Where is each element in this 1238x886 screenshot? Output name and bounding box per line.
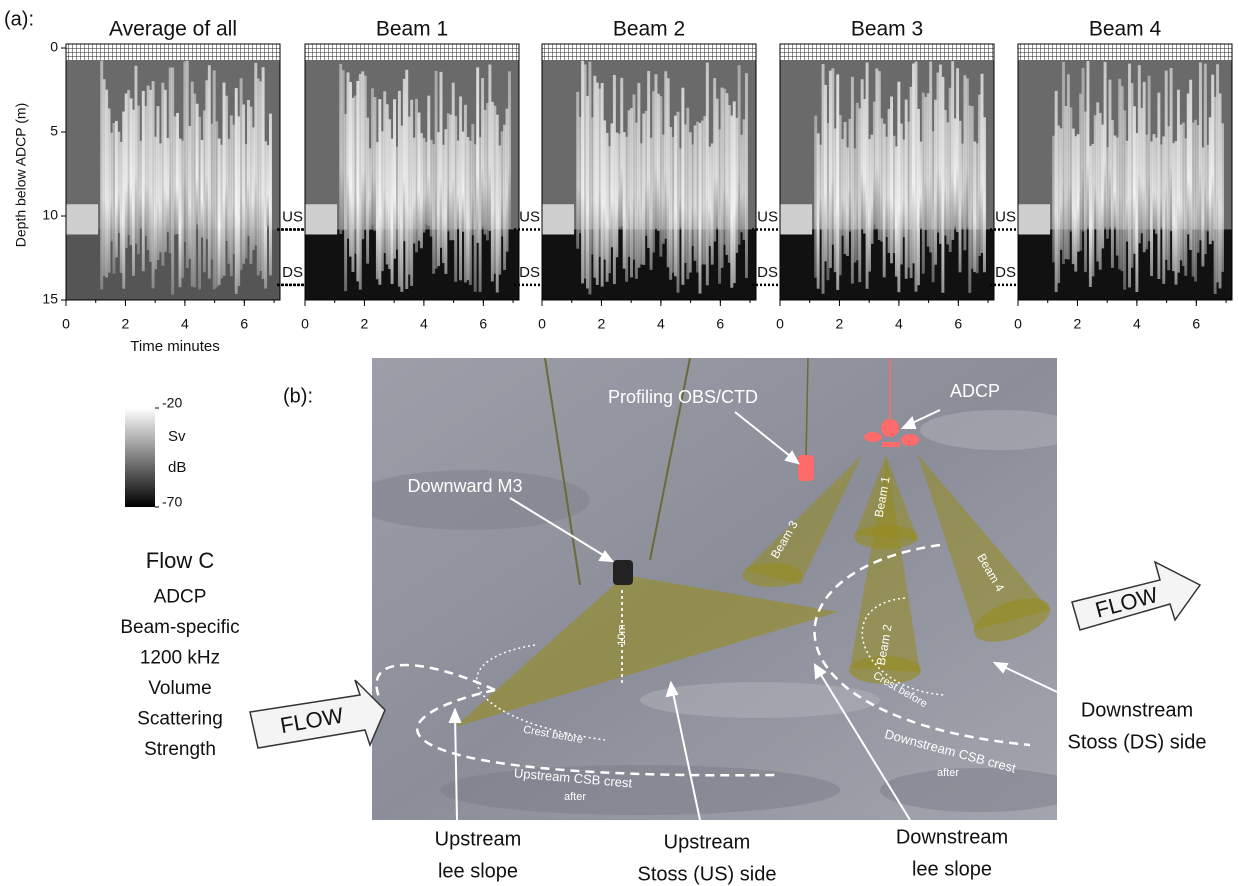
caption-line: 1200 kHz: [140, 648, 220, 669]
y-tick-label: 0: [50, 39, 58, 55]
region-label: Upstream: [664, 831, 751, 853]
panel-title: Beam 4: [1089, 18, 1162, 41]
colorbar-unit: Sv: [168, 428, 186, 445]
marker-label: DS: [282, 264, 303, 281]
label: ADCP: [950, 381, 1000, 401]
x-tick-label: 0: [62, 316, 70, 332]
y-tick-label: 10: [42, 207, 58, 223]
y-tick-label: 15: [42, 291, 58, 307]
region-label: Stoss (DS) side: [1068, 731, 1207, 753]
panel-title: Beam 1: [376, 18, 448, 41]
region-label: Downstream: [896, 826, 1008, 848]
x-tick-label: 2: [361, 316, 369, 332]
marker-label: DS: [995, 264, 1016, 281]
echogram-plume: [269, 114, 272, 276]
crest-label: after: [564, 791, 586, 803]
caption-line: Volume: [148, 678, 211, 699]
x-axis-label: Time minutes: [130, 338, 219, 355]
caption-line: Strength: [144, 739, 216, 760]
figure: (a): Depth below ADCP (m) Time minutes S…: [0, 0, 1238, 886]
x-tick-label: 0: [301, 316, 309, 332]
region-label: Stoss (US) side: [638, 863, 777, 885]
x-tick-label: 4: [420, 316, 428, 332]
x-tick-label: 6: [954, 316, 962, 332]
echogram-early: [780, 204, 812, 234]
panel-title: Beam 3: [851, 18, 923, 41]
surface-hatch: [780, 44, 994, 60]
range-label: 10m: [616, 624, 628, 645]
x-tick-label: 6: [240, 316, 248, 332]
x-tick-label: 4: [181, 316, 189, 332]
x-tick-label: 2: [598, 316, 606, 332]
region-label: lee slope: [438, 860, 518, 882]
label: Profiling OBS/CTD: [608, 387, 758, 407]
surface-hatch: [66, 44, 280, 60]
x-tick-label: 2: [122, 316, 130, 332]
marker-label: DS: [757, 264, 778, 281]
marker-label: US: [757, 208, 778, 225]
surface-hatch: [542, 44, 756, 60]
x-tick-label: 4: [657, 316, 665, 332]
echogram-plume: [1221, 123, 1224, 272]
panel-label: (a):: [4, 8, 34, 30]
x-tick-label: 6: [1192, 316, 1200, 332]
colorbar-unit: dB: [168, 459, 186, 476]
x-tick-label: 6: [479, 316, 487, 332]
echogram-bottom: [780, 229, 994, 300]
crest-label: after: [937, 767, 959, 779]
marker-label: US: [519, 208, 540, 225]
echogram-early: [542, 204, 574, 234]
echogram-plume: [983, 117, 986, 272]
x-tick-label: 0: [538, 316, 546, 332]
colorbar-tick-label: -20: [162, 395, 182, 411]
surface-hatch: [305, 44, 519, 60]
x-tick-label: 0: [776, 316, 784, 332]
x-tick-label: 0: [1014, 316, 1022, 332]
caption: Flow C ADCP Beam-specific 1200 kHz Volume Sca…: [120, 548, 239, 760]
echogram-plume: [745, 73, 748, 278]
region-label: Downstream: [1081, 699, 1193, 721]
x-tick-label: 6: [716, 316, 724, 332]
panel-title: Average of all: [109, 18, 237, 41]
caption-line: Flow C: [146, 548, 215, 573]
marker-label: DS: [519, 264, 540, 281]
marker-label: US: [282, 208, 303, 225]
x-tick-label: 4: [895, 316, 903, 332]
y-tick-label: 5: [50, 123, 58, 139]
caption-line: Beam-specific: [120, 617, 239, 638]
colorbar: [125, 408, 155, 507]
echogram-early: [66, 204, 98, 234]
x-tick-label: 2: [1074, 316, 1082, 332]
marker-label: US: [995, 208, 1016, 225]
caption-line: Scattering: [137, 709, 223, 730]
caption-line: ADCP: [154, 587, 207, 608]
label: Downward M3: [407, 476, 522, 496]
region-label: Upstream: [435, 828, 522, 850]
y-axis-label: Depth below ADCP (m): [13, 103, 29, 247]
surface-hatch: [1018, 44, 1232, 60]
colorbar-tick-label: -70: [162, 494, 182, 510]
panel-label: (b):: [283, 385, 313, 407]
panel-title: Beam 2: [613, 18, 685, 41]
echogram-plume: [508, 71, 511, 229]
echogram-early: [1018, 204, 1050, 234]
echogram-early: [305, 204, 337, 234]
region-label: lee slope: [912, 858, 992, 880]
x-tick-label: 2: [836, 316, 844, 332]
x-tick-label: 4: [1133, 316, 1141, 332]
